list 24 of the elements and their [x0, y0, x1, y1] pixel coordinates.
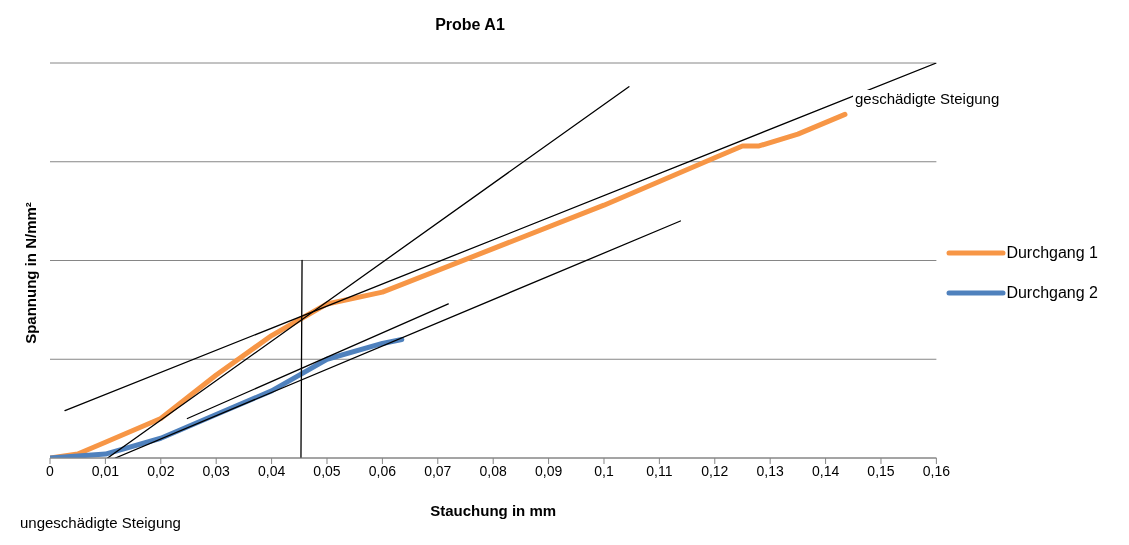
legend-label: Durchgang 2: [1006, 284, 1098, 302]
x-tick-label: 0,14: [811, 462, 840, 479]
chart-title: Probe A1: [434, 16, 506, 34]
x-tick-label: 0,1: [594, 462, 614, 479]
x-tick-label: 0,15: [867, 462, 895, 479]
x-axis-title: Stauchung in mm: [430, 502, 557, 519]
x-tick-label: 0,03: [202, 462, 231, 479]
x-tick-label: 0,08: [479, 462, 508, 479]
x-tick-label: 0,09: [534, 462, 563, 479]
x-tick-label: 0,02: [147, 462, 175, 479]
x-tick-label: 0,07: [424, 462, 452, 479]
y-axis-title: Spannung in N/mm²: [21, 202, 39, 344]
annotation: geschädigte Steigung: [853, 90, 1002, 107]
x-tick-label: 0,13: [756, 462, 785, 479]
x-tick-label: 0,04: [257, 462, 286, 479]
x-tick-label: 0,06: [368, 462, 397, 479]
x-tick-label: 0,11: [646, 462, 673, 479]
x-tick-label: 0,05: [313, 462, 341, 479]
legend-label: Durchgang 1: [1006, 244, 1098, 262]
x-tick-label: 0: [46, 462, 55, 479]
x-tick-label: 0,12: [701, 462, 729, 479]
text: ungeschädigte Steigung: [18, 514, 183, 531]
x-tick-label: 0,16: [922, 462, 951, 479]
x-tick-label: 0,01: [91, 462, 120, 479]
